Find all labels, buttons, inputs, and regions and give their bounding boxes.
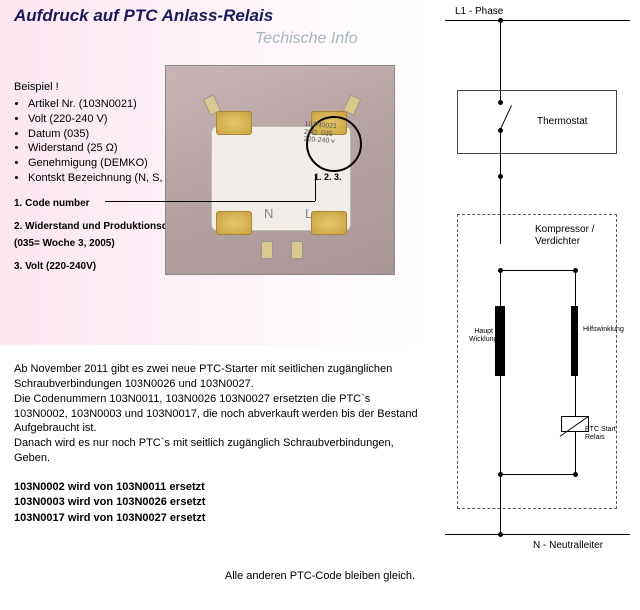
- thermostat-label: Thermostat: [537, 116, 588, 127]
- replacement-row: 103N0003 wird von 103N0026 ersetzt: [14, 495, 205, 510]
- imprint-text: 103N0021 25Ω 035 220-240 v: [303, 121, 337, 146]
- wire: [575, 432, 576, 474]
- body-p2: Die Codenummern 103N0011, 103N0026 103N0…: [14, 392, 424, 437]
- body-p1: Ab November 2011 gibt es zwei neue PTC-S…: [14, 362, 424, 392]
- wire: [445, 534, 630, 535]
- compressor-box: [457, 214, 617, 509]
- body-p3: Danach wird es nur noch PTC`s mit seitli…: [14, 436, 424, 466]
- aux-winding-icon: [571, 306, 578, 376]
- wire: [575, 376, 576, 416]
- terminal-icon: [216, 211, 252, 235]
- neutral-label: N - Neutralleiter: [533, 540, 603, 551]
- haupt-label: Haupt Wicklung: [469, 328, 493, 343]
- replacement-row: 103N0002 wird von 103N0011 ersetzt: [14, 480, 205, 495]
- leader-line: [315, 175, 316, 201]
- wire: [575, 270, 576, 306]
- leader-line: [105, 201, 315, 202]
- wiring-diagram: L1 - Phase Thermostat Kompressor / Verdi…: [445, 6, 630, 554]
- relay-photo: 103N0021 25Ω 035 220-240 v 1. 2. 3. N L: [165, 65, 395, 275]
- wire: [500, 376, 501, 474]
- blade-icon: [261, 241, 273, 259]
- body-text: Ab November 2011 gibt es zwei neue PTC-S…: [14, 362, 424, 466]
- replacement-row: 103N0017 wird von 103N0027 ersetzt: [14, 511, 205, 526]
- terminal-icon: [216, 111, 252, 135]
- footer-text: Alle anderen PTC-Code bleiben gleich.: [0, 570, 640, 582]
- node-icon: [498, 174, 503, 179]
- hilfs-label: Hilfswinklung: [583, 326, 624, 333]
- ptc-label: PTC Start Relais: [585, 426, 630, 441]
- wire: [445, 20, 630, 21]
- node-icon: [498, 18, 503, 23]
- page-title: Aufdruck auf PTC Anlass-Relais: [14, 6, 273, 26]
- node-icon: [573, 472, 578, 477]
- blade-icon: [291, 241, 303, 259]
- wire: [500, 474, 575, 475]
- wire: [500, 270, 575, 271]
- wire: [500, 270, 501, 306]
- page-subtitle: Techische Info: [255, 30, 358, 48]
- compressor-label: Kompressor / Verdichter: [535, 224, 630, 248]
- callout-numbers: 1. 2. 3.: [314, 172, 342, 182]
- nl-label: N L: [264, 206, 326, 221]
- wire: [500, 474, 501, 534]
- replacement-list: 103N0002 wird von 103N0011 ersetzt 103N0…: [14, 480, 205, 526]
- l1-phase-label: L1 - Phase: [455, 6, 503, 17]
- node-icon: [573, 268, 578, 273]
